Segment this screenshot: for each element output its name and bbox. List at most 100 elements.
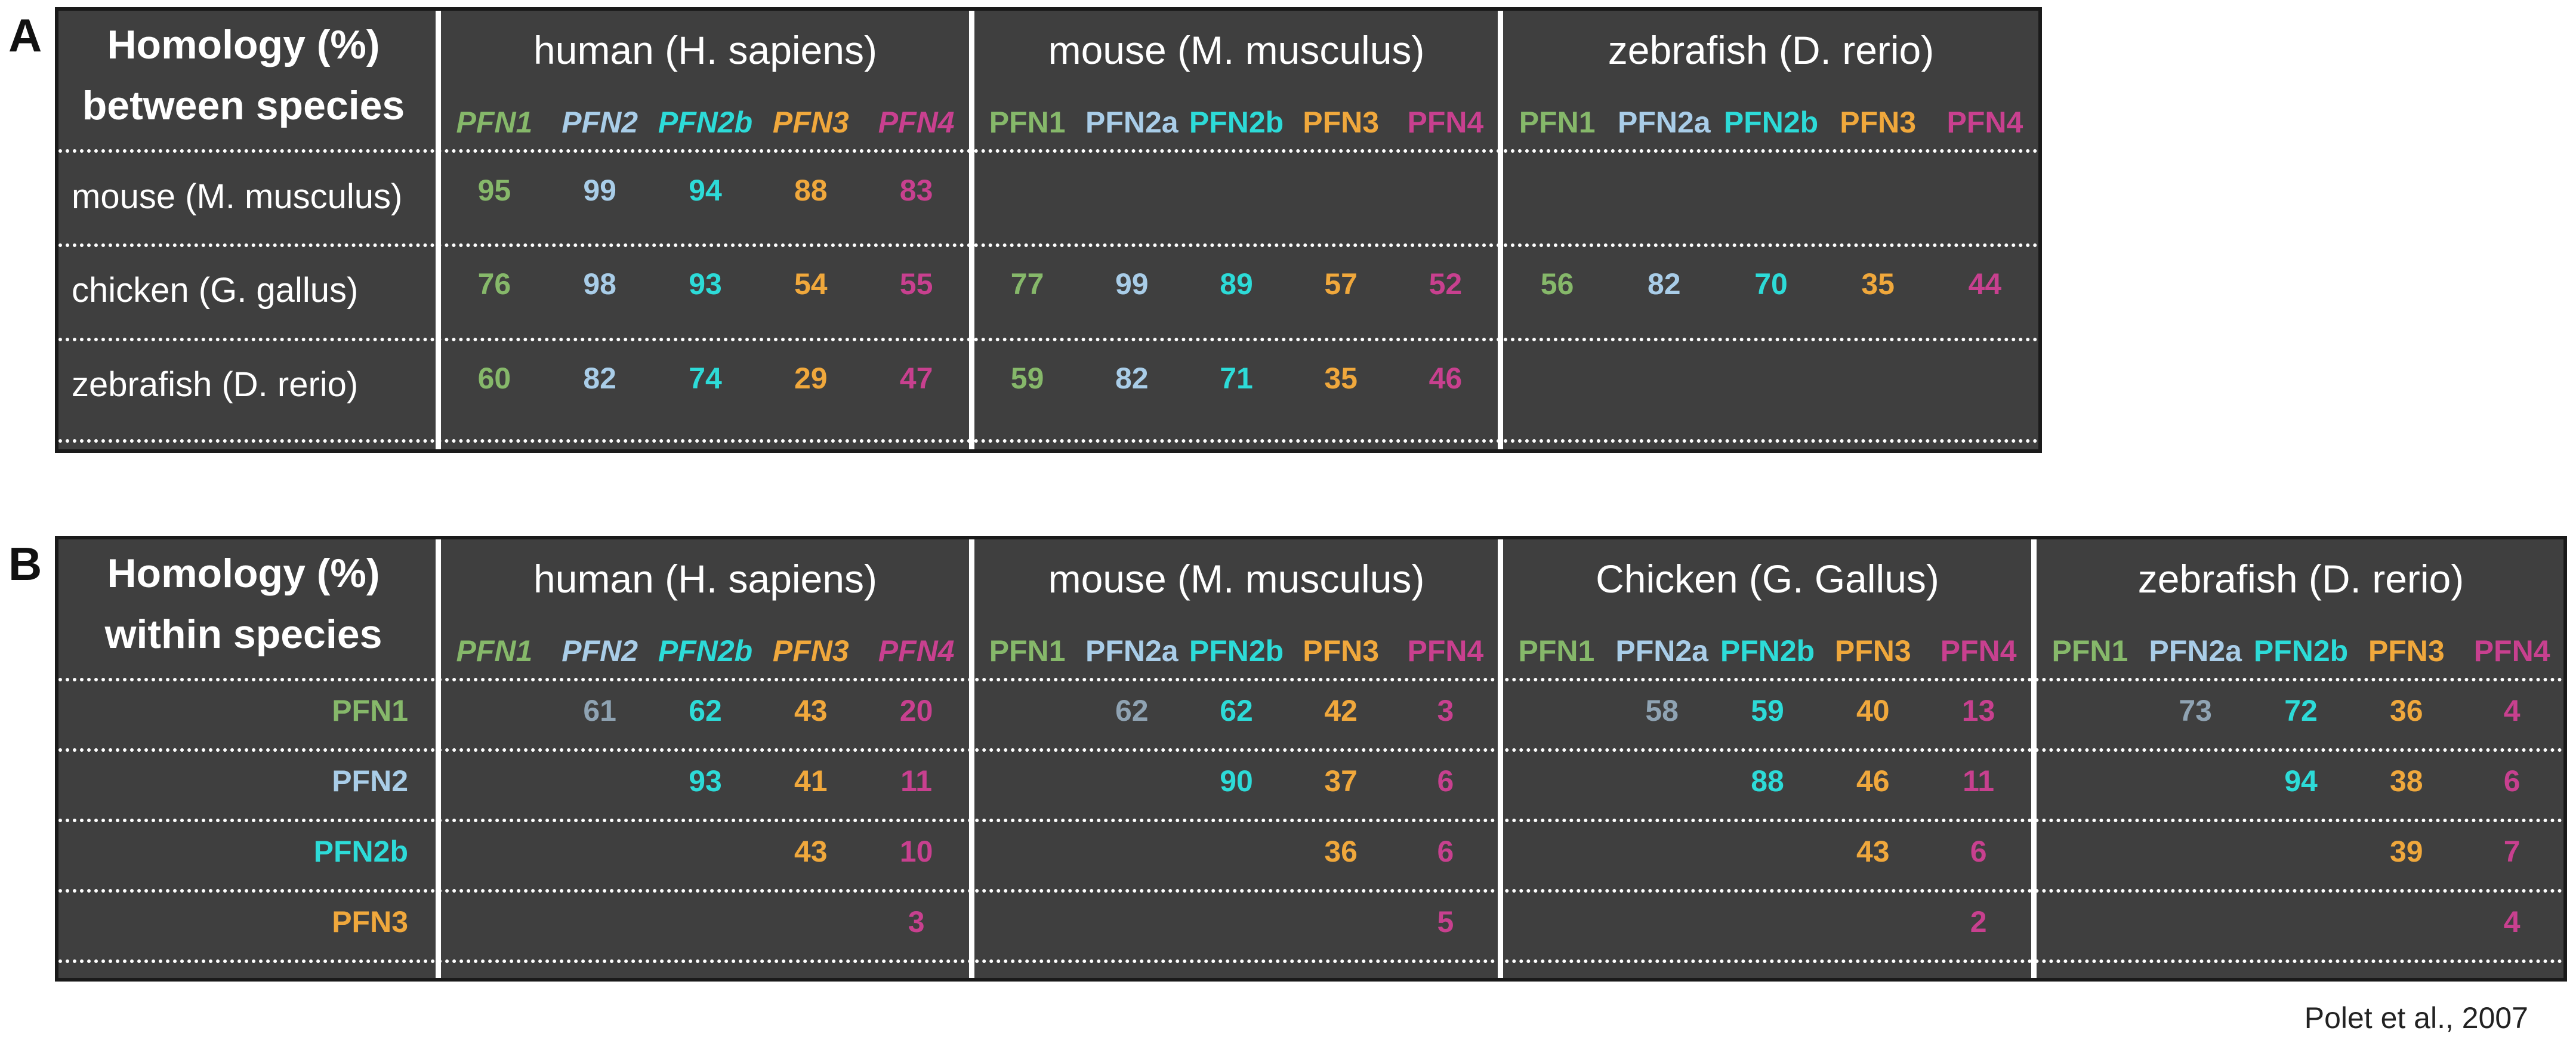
homology-value: 52 [1429,267,1463,301]
homology-value: 77 [1010,267,1044,301]
homology-value: 55 [899,267,933,301]
homology-value: 93 [689,764,722,798]
homology-value: 54 [794,267,828,301]
species-header: zebrafish (D. rerio) [2137,557,2464,601]
homology-value: 7 [2503,835,2521,868]
homology-value: 82 [583,362,616,395]
homology-value: 93 [689,267,722,301]
header-title-line2: within species [104,612,382,657]
species-header: human (H. sapiens) [533,557,877,601]
homology-value: 11 [900,764,933,798]
row-divider [58,889,2563,893]
homology-value: 41 [794,764,828,798]
homology-value: 90 [1220,764,1253,798]
homology-value: 60 [477,362,511,395]
homology-value: 70 [1754,267,1788,301]
header-title-line1: Homology (%) [107,551,380,596]
homology-value: 82 [1647,267,1681,301]
homology-value: 94 [689,174,722,207]
homology-value: 57 [1324,267,1358,301]
gene-header: PFN2b [1720,634,1815,668]
homology-value: 59 [1010,362,1044,395]
gene-header: PFN1 [989,106,1066,139]
species-header: mouse (M. musculus) [1048,557,1425,601]
gene-header: PFN1 [1519,106,1596,139]
gene-header: PFN2 [562,634,638,668]
homology-value: 39 [2389,835,2423,868]
homology-value: 61 [583,694,616,727]
homology-value: 46 [1429,362,1463,395]
homology-value: 20 [899,694,933,727]
gene-header: PFN2b [1189,634,1284,668]
column-separator [436,539,441,978]
homology-value: 6 [1437,764,1454,798]
homology-value: 76 [477,267,511,301]
row-label: zebrafish (D. rerio) [72,365,359,404]
panel-b-letter: B [8,538,42,590]
species-header: zebrafish (D. rerio) [1608,28,1935,72]
gene-header: PFN3 [1303,106,1380,139]
homology-value: 89 [1220,267,1253,301]
row-label: chicken (G. gallus) [72,271,359,310]
gene-header: PFN2b [658,106,753,139]
gene-header: PFN2a [1085,634,1179,668]
homology-value: 99 [1115,267,1149,301]
column-separator [969,11,974,449]
homology-value: 11 [1963,764,1995,798]
homology-value: 13 [1961,694,1995,727]
column-separator [2031,539,2037,978]
homology-value: 47 [899,362,933,395]
homology-value: 59 [1751,694,1784,727]
homology-value: 35 [1324,362,1358,395]
homology-value: 99 [583,174,616,207]
gene-header: PFN4 [1407,634,1484,668]
gene-header: PFN1 [1518,634,1595,668]
row-label: PFN2b [313,835,408,868]
gene-header: PFN1 [456,106,533,139]
citation: Polet et al., 2007 [2304,1001,2528,1035]
homology-value: 46 [1856,764,1890,798]
gene-header: PFN4 [1940,634,2017,668]
homology-value: 73 [2179,694,2212,727]
homology-value: 44 [1968,267,2002,301]
homology-value: 56 [1540,267,1574,301]
row-divider [58,338,2038,341]
gene-header: PFN3 [1303,634,1380,668]
homology-value: 6 [2503,764,2521,798]
row-label: mouse (M. musculus) [72,177,403,216]
gene-header: PFN2a [1615,634,1708,668]
homology-value: 35 [1861,267,1895,301]
homology-value: 72 [2284,694,2318,727]
homology-value: 4 [2503,905,2521,939]
gene-header: PFN2a [1617,106,1711,139]
gene-header: PFN4 [2473,634,2550,668]
panel-a-letter: A [8,9,42,61]
species-header: mouse (M. musculus) [1048,28,1425,72]
row-divider [58,959,2563,963]
gene-header: PFN3 [2368,634,2445,668]
species-header: Chicken (G. Gallus) [1596,557,1939,601]
gene-header: PFN4 [1407,106,1484,139]
gene-header: PFN3 [1834,634,1911,668]
header-title-line1: Homology (%) [107,22,380,67]
homology-value: 62 [1115,694,1149,727]
gene-header: PFN2b [1723,106,1819,139]
row-divider [58,678,2563,681]
row-divider [58,243,2038,247]
row-divider [58,748,2563,752]
column-separator [969,539,974,978]
homology-value: 36 [1324,835,1358,868]
row-divider [58,149,2038,153]
homology-value: 2 [1970,905,1987,939]
gene-header: PFN2b [1189,106,1284,139]
homology-value: 43 [794,694,828,727]
homology-value: 62 [1220,694,1253,727]
homology-value: 38 [2389,764,2423,798]
gene-header: PFN2b [2253,634,2349,668]
gene-header: PFN3 [1840,106,1917,139]
panel-b-table: Homology (%) within species human (H. sapi… [55,536,2567,982]
gene-header: PFN4 [878,106,955,139]
homology-value: 4 [2503,694,2521,727]
species-header: human (H. sapiens) [533,28,877,72]
row-divider [58,819,2563,822]
